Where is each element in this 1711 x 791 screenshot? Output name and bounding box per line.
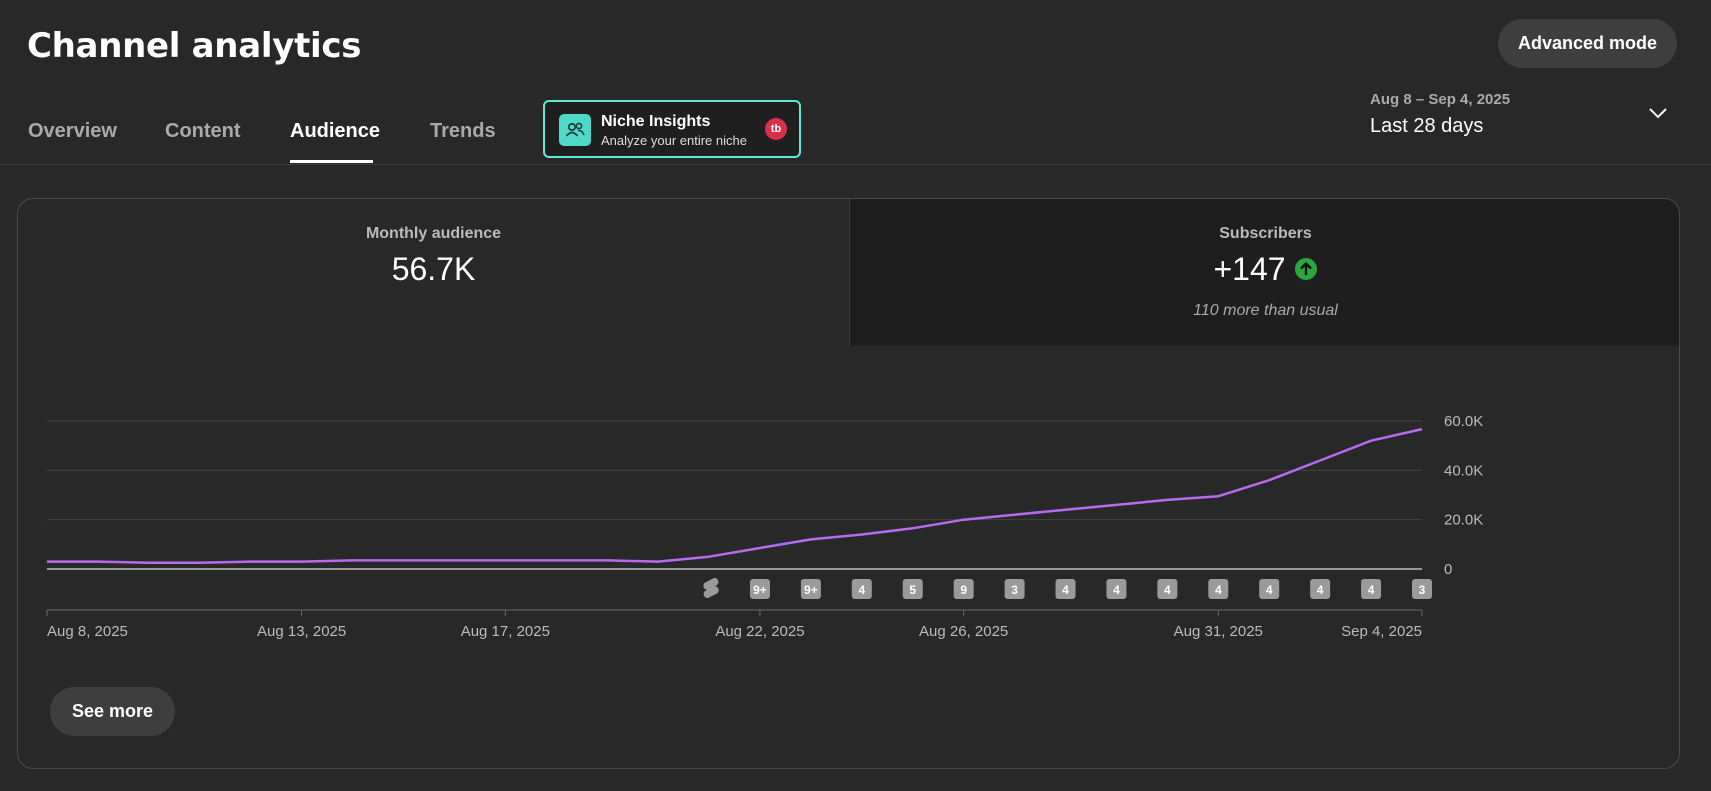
date-range: Aug 8 – Sep 4, 2025 — [1370, 91, 1511, 108]
upload-marker — [1259, 579, 1280, 599]
active-tab-indicator — [290, 160, 373, 163]
upload-marker — [851, 579, 872, 599]
x-tick-label: Aug 22, 2025 — [715, 623, 804, 640]
x-tick-label: Aug 13, 2025 — [257, 623, 346, 640]
upload-marker — [1157, 579, 1178, 599]
x-tick-label: Aug 26, 2025 — [919, 623, 1008, 640]
y-tick-label: 20.0K — [1444, 512, 1483, 529]
upload-marker — [1106, 579, 1127, 599]
upload-marker — [1004, 579, 1025, 599]
page-title: Channel analytics — [27, 26, 362, 66]
upload-marker-label: 4 — [1062, 583, 1069, 597]
niche-insights-button[interactable]: Niche Insights Analyze your entire niche… — [543, 100, 801, 158]
tubebuddy-logo: tb — [765, 118, 787, 140]
upload-marker-label: 4 — [1368, 583, 1375, 597]
tab-trends[interactable]: Trends — [430, 120, 496, 142]
metric-value-row: +147 — [850, 251, 1679, 288]
upload-marker-label: 9+ — [804, 583, 818, 597]
upload-marker-label: 4 — [1266, 583, 1273, 597]
audience-series-line — [47, 427, 1423, 565]
tab-content[interactable]: Content — [165, 120, 241, 142]
shorts-icon — [703, 577, 719, 599]
niche-insights-title: Niche Insights — [601, 113, 711, 130]
see-more-button[interactable]: See more — [50, 687, 175, 736]
people-icon — [559, 114, 591, 146]
upload-marker-label: 3 — [1011, 583, 1018, 597]
metric-value: 56.7K — [391, 251, 476, 287]
upload-marker-label: 3 — [1419, 583, 1426, 597]
x-tick-label: Sep 4, 2025 — [1341, 623, 1422, 640]
upload-marker — [1412, 579, 1432, 599]
metric-value: +147 — [1213, 251, 1286, 287]
x-tick-label: Aug 17, 2025 — [461, 623, 550, 640]
niche-insights-subtitle: Analyze your entire niche — [601, 133, 747, 148]
upload-marker-label: 4 — [858, 583, 865, 597]
metric-monthly-audience[interactable]: Monthly audience 56.7K — [18, 199, 849, 346]
metric-label: Monthly audience — [365, 225, 502, 242]
y-tick-label: 0 — [1444, 561, 1452, 578]
upload-marker — [800, 579, 821, 599]
y-tick-label: 40.0K — [1444, 462, 1483, 479]
chevron-down-icon[interactable] — [1648, 106, 1668, 120]
upload-marker-label: 4 — [1164, 583, 1171, 597]
upload-marker-label: 9+ — [753, 583, 767, 597]
upload-marker-label: 4 — [1215, 583, 1222, 597]
x-tick-label: Aug 8, 2025 — [47, 623, 128, 640]
y-tick-label: 60.0K — [1444, 413, 1483, 430]
metric-note: 110 more than usual — [1193, 302, 1338, 319]
upload-marker-label: 5 — [909, 583, 916, 597]
upload-marker — [953, 579, 974, 599]
upload-marker — [1055, 579, 1076, 599]
tab-audience[interactable]: Audience — [290, 120, 381, 142]
advanced-mode-button[interactable]: Advanced mode — [1498, 19, 1677, 68]
metric-subscribers[interactable]: Subscribers +147 110 more than usual — [849, 199, 1679, 346]
tab-overview[interactable]: Overview — [28, 120, 117, 142]
upload-marker — [1208, 579, 1229, 599]
x-tick-label: Aug 31, 2025 — [1174, 623, 1263, 640]
upload-marker-label: 9 — [960, 583, 967, 597]
upload-marker-label: 4 — [1317, 583, 1324, 597]
upload-marker — [1310, 579, 1331, 599]
arrow-up-icon — [1294, 257, 1317, 280]
upload-marker — [1361, 579, 1382, 599]
upload-marker — [749, 579, 770, 599]
audience-line-chart: 60.0K 40.0K 20.0K 0 Aug 8, 2025 Aug 13, 2025 A… — [46, 413, 1483, 640]
upload-marker — [902, 579, 923, 599]
date-period-label[interactable]: Last 28 days — [1370, 115, 1484, 137]
header-divider — [0, 164, 1711, 165]
metric-label: Subscribers — [1219, 225, 1312, 242]
upload-marker-label: 4 — [1113, 583, 1120, 597]
audience-card: Monthly audience 56.7K Subscribers +147 … — [17, 198, 1680, 769]
